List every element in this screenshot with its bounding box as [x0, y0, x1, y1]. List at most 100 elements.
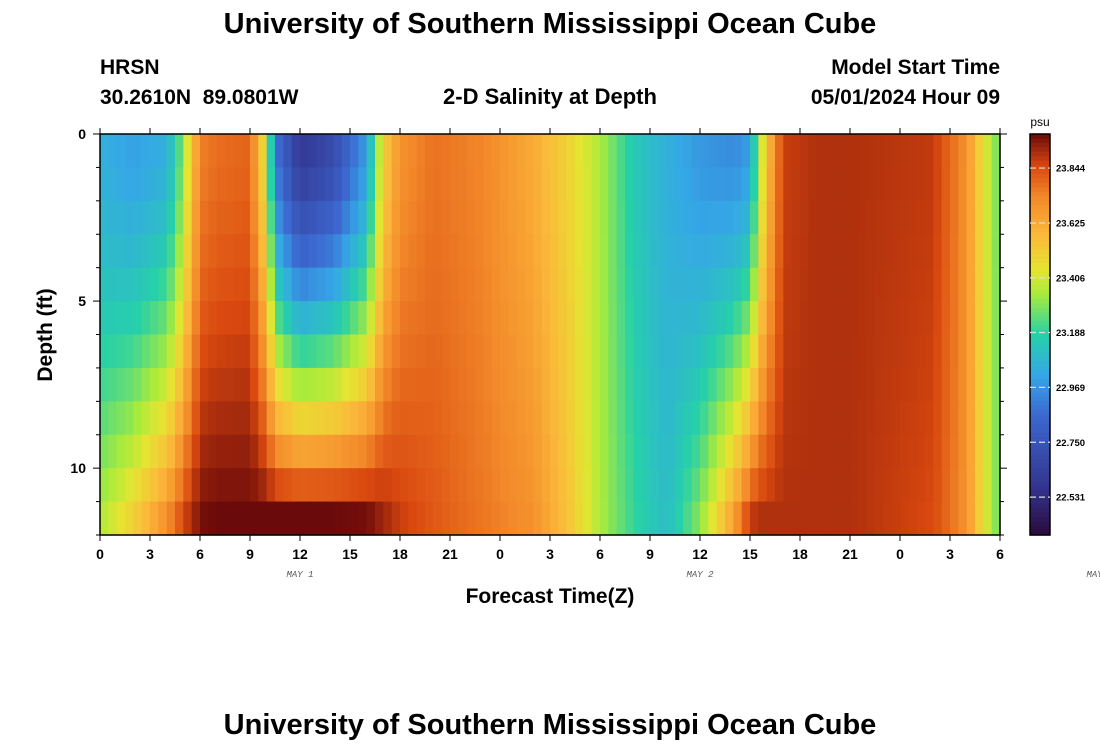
heatmap-cell	[716, 167, 726, 202]
heatmap-cell	[833, 501, 843, 536]
heatmap-cell	[583, 301, 593, 336]
heatmap-cell	[166, 134, 176, 169]
heatmap-cell	[900, 167, 909, 202]
heatmap-cell	[500, 134, 509, 169]
heatmap-cell	[600, 434, 609, 469]
colorbar-segment	[1030, 499, 1050, 505]
heatmap-cell	[533, 468, 543, 503]
colorbar-segment	[1030, 134, 1050, 140]
heatmap-cell	[683, 334, 693, 369]
heatmap-cell	[483, 434, 493, 469]
heatmap-cell	[333, 334, 343, 369]
heatmap-cell	[241, 234, 251, 269]
heatmap-cell	[850, 134, 859, 169]
heatmap-cell	[508, 301, 518, 336]
heatmap-cell	[533, 434, 543, 469]
heatmap-cell	[450, 468, 459, 503]
heatmap-cell	[466, 267, 476, 302]
heatmap-cell	[950, 367, 959, 402]
heatmap-cell	[466, 468, 476, 503]
heatmap-cell	[841, 200, 851, 235]
colorbar-tick-label: 22.531	[1056, 493, 1086, 504]
heatmap-cell	[458, 200, 468, 235]
heatmap-cell	[841, 167, 851, 202]
heatmap-cell	[675, 167, 684, 202]
heatmap-cell	[241, 468, 251, 503]
heatmap-cell	[866, 434, 876, 469]
heatmap-cell	[466, 200, 476, 235]
heatmap-cell	[366, 234, 376, 269]
heatmap-cell	[316, 167, 326, 202]
heatmap-cell	[150, 167, 159, 202]
heatmap-cell	[908, 334, 918, 369]
heatmap-cell	[350, 267, 359, 302]
colorbar-segment	[1030, 361, 1050, 367]
colorbar-segment	[1030, 477, 1050, 483]
heatmap-cell	[583, 501, 593, 536]
heatmap-cell	[675, 401, 684, 436]
heatmap-cell	[300, 301, 309, 336]
heatmap-cell	[500, 468, 509, 503]
colorbar-segment	[1030, 285, 1050, 291]
heatmap-cell	[708, 501, 718, 536]
heatmap-cell	[566, 134, 576, 169]
heatmap-cell	[133, 501, 143, 536]
heatmap-cell	[233, 167, 243, 202]
heatmap-cell	[308, 301, 318, 336]
heatmap-cell	[433, 234, 443, 269]
heatmap-cell	[358, 200, 368, 235]
heatmap-cell	[341, 301, 351, 336]
heatmap-cell	[283, 334, 293, 369]
heatmap-cell	[408, 301, 418, 336]
heatmap-cell	[641, 501, 651, 536]
heatmap-cell	[908, 200, 918, 235]
heatmap-cell	[975, 234, 984, 269]
heatmap-cell	[283, 301, 293, 336]
heatmap-cell	[641, 401, 651, 436]
heatmap-cell	[358, 434, 368, 469]
heatmap-cell	[733, 234, 743, 269]
heatmap-cell	[741, 367, 751, 402]
x-tick-label: 15	[742, 546, 758, 562]
heatmap-cell	[891, 501, 901, 536]
heatmap-cell	[916, 367, 926, 402]
heatmap-cell	[275, 367, 284, 402]
heatmap-cell	[841, 501, 851, 536]
heatmap-cell	[600, 167, 609, 202]
heatmap-cell	[266, 301, 276, 336]
heatmap-cell	[658, 134, 668, 169]
heatmap-cell	[291, 200, 301, 235]
heatmap-cell	[483, 301, 493, 336]
heatmap-cell	[641, 200, 651, 235]
heatmap-cell	[316, 267, 326, 302]
heatmap-cell	[200, 200, 209, 235]
colorbar-tick-label: 23.625	[1056, 218, 1086, 229]
heatmap-cell	[725, 501, 734, 536]
colorbar-segment	[1030, 436, 1050, 443]
heatmap-cell	[283, 267, 293, 302]
heatmap-cell	[116, 301, 126, 336]
heatmap-cell	[633, 267, 643, 302]
heatmap-cell	[291, 334, 301, 369]
heatmap-cell	[133, 234, 143, 269]
heatmap-cell	[875, 334, 884, 369]
heatmap-cell	[941, 367, 951, 402]
heatmap-cell	[191, 334, 201, 369]
heatmap-cell	[341, 334, 351, 369]
heatmap-cell	[325, 334, 334, 369]
heatmap-cell	[258, 267, 268, 302]
heatmap-cell	[883, 267, 893, 302]
colorbar-segment	[1030, 263, 1050, 269]
colorbar-segment	[1030, 485, 1050, 492]
heatmap-cell	[558, 301, 568, 336]
heatmap-cell	[833, 334, 843, 369]
heatmap-cell	[200, 434, 209, 469]
heatmap-cell	[225, 367, 234, 402]
heatmap-cell	[766, 468, 776, 503]
heatmap-cell	[141, 200, 151, 235]
heatmap-cell	[350, 434, 359, 469]
heatmap-cell	[916, 301, 926, 336]
heatmap-cell	[141, 267, 151, 302]
heatmap-cell	[583, 167, 593, 202]
heatmap-cell	[433, 134, 443, 169]
